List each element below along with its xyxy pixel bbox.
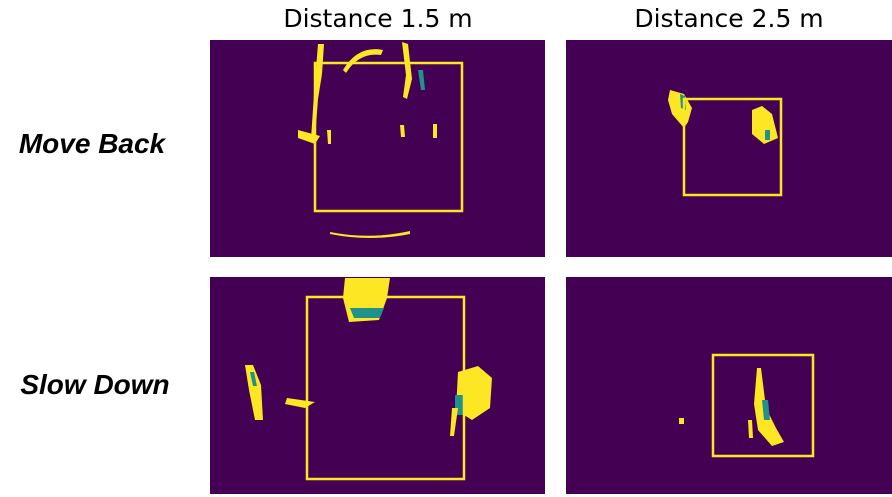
event-frame [210,277,545,494]
row-label: Slow Down [20,369,169,400]
event-frame [566,40,892,257]
event-frame [566,277,892,494]
page: Distance 1.5 m Distance 2.5 m Move Back … [0,0,892,497]
column-header: Distance 1.5 m [283,4,472,33]
event-frame [210,40,545,257]
row-label: Move Back [19,128,167,159]
figure: Distance 1.5 m Distance 2.5 m Move Back … [0,0,892,497]
column-header: Distance 2.5 m [634,4,823,33]
